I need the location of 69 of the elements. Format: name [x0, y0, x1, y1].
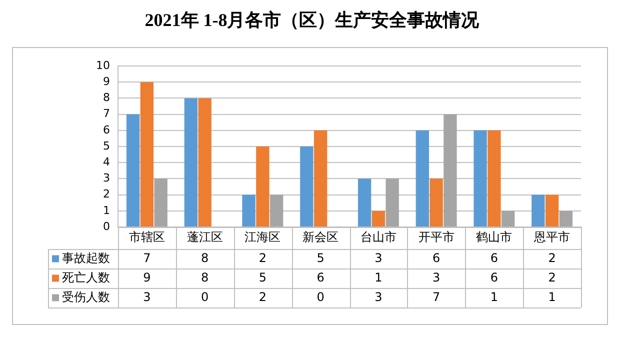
data-label: 3	[143, 290, 151, 304]
y-tick-label: 5	[103, 139, 110, 152]
x-tick-label: 开平市	[418, 230, 454, 244]
y-tick-label: 9	[103, 74, 110, 88]
y-tick-label: 4	[103, 155, 110, 168]
legend-label: 死亡人数	[62, 270, 110, 284]
data-label: 8	[200, 250, 209, 265]
x-tick-label: 新会区	[302, 230, 339, 244]
bar	[532, 194, 545, 226]
bar	[416, 130, 430, 226]
data-label: 1	[374, 270, 382, 284]
y-tick-label: 0	[103, 220, 110, 233]
data-label: 6	[316, 270, 324, 284]
data-label: 8	[200, 270, 209, 284]
bar	[358, 178, 372, 226]
bar	[300, 146, 314, 226]
bar	[242, 194, 256, 226]
data-label: 6	[432, 250, 440, 265]
bar	[372, 210, 386, 226]
bar	[474, 130, 487, 226]
legend-label: 事故起数	[62, 250, 110, 265]
x-tick-label: 市辖区	[128, 230, 165, 244]
data-label: 1	[548, 290, 556, 304]
data-label: 2	[548, 250, 556, 265]
y-tick-label: 3	[103, 172, 110, 185]
data-label: 6	[490, 250, 498, 265]
data-label: 5	[258, 270, 267, 284]
data-label: 3	[432, 270, 440, 284]
bar	[314, 130, 328, 226]
data-label: 1	[490, 290, 498, 304]
bar	[256, 146, 270, 226]
legend-label: 受伤人数	[62, 290, 110, 304]
y-tick-label: 1	[103, 204, 110, 217]
bar	[270, 194, 284, 226]
data-label: 5	[316, 250, 324, 265]
data-label: 7	[432, 290, 440, 304]
x-tick-label: 鹤山市	[476, 230, 512, 244]
bar	[386, 178, 399, 226]
data-label: 2	[258, 250, 267, 265]
chart-title: 2021年 1-8月各市（区）生产安全事故情况	[144, 9, 480, 32]
bar	[545, 194, 559, 226]
bar	[430, 178, 443, 226]
data-label: 9	[143, 270, 151, 284]
data-label: 0	[316, 290, 324, 304]
bar	[126, 114, 140, 226]
data-label: 6	[490, 270, 498, 284]
bar	[184, 98, 198, 226]
data-label: 0	[200, 290, 209, 304]
x-tick-label: 江海区	[244, 230, 281, 244]
data-label: 7	[143, 250, 151, 265]
y-tick-label: 6	[103, 123, 110, 136]
bar	[154, 178, 168, 226]
y-tick-label: 10	[96, 58, 110, 72]
bar	[198, 98, 212, 226]
data-label: 3	[374, 290, 382, 304]
data-label: 3	[374, 250, 382, 265]
y-tick-label: 8	[103, 91, 110, 104]
bar	[444, 114, 457, 226]
bar	[140, 82, 154, 226]
x-tick-label: 蓬江区	[186, 230, 223, 244]
bar	[501, 210, 515, 226]
bar	[559, 210, 573, 226]
data-label: 2	[258, 290, 267, 304]
bar	[488, 130, 501, 226]
x-tick-label: 恩平市	[533, 230, 570, 244]
y-tick-label: 7	[103, 107, 110, 120]
x-tick-label: 台山市	[360, 230, 396, 244]
y-tick-label: 2	[103, 188, 110, 201]
data-label: 2	[548, 270, 556, 284]
